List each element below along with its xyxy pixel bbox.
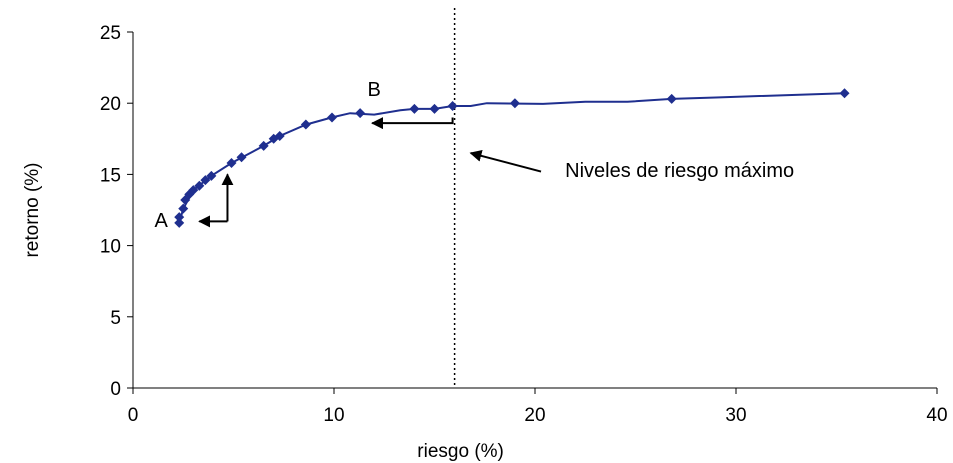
data-point-marker: [258, 140, 269, 151]
data-point-marker: [226, 158, 237, 169]
y-tick-label: 20: [100, 94, 121, 115]
x-axis-title: riesgo (%): [417, 441, 504, 462]
efficient-frontier-points: [174, 88, 850, 228]
data-point-marker: [839, 88, 850, 99]
x-tick-label: 20: [524, 405, 545, 426]
y-tick-label: 25: [100, 23, 121, 44]
y-tick-label: 5: [110, 308, 121, 329]
data-point-marker: [666, 93, 677, 104]
x-tick-label: 30: [725, 405, 746, 426]
data-point-marker: [409, 103, 420, 114]
data-point-marker: [447, 101, 458, 112]
data-point-marker: [300, 119, 311, 130]
annotation-arrow: [469, 149, 542, 173]
data-point-marker: [194, 180, 205, 191]
annotation-arrows: [198, 117, 542, 228]
x-tick-label: 40: [926, 405, 947, 426]
y-axis-title: retorno (%): [22, 162, 43, 257]
data-point-marker: [178, 203, 189, 214]
y-ticks: 0 5 10 15 20 25: [100, 23, 133, 400]
data-point-marker: [174, 217, 185, 228]
data-point-marker: [509, 98, 520, 109]
point-label-a: A: [154, 210, 168, 232]
x-tick-label: 0: [128, 405, 139, 426]
x-ticks: 0 10 20 30 40: [128, 388, 948, 426]
data-point-marker: [355, 108, 366, 119]
efficient-frontier-line: [178, 92, 845, 224]
y-tick-label: 10: [100, 237, 121, 258]
y-tick-label: 15: [100, 165, 121, 186]
x-tick-label: 10: [323, 405, 344, 426]
data-point-marker: [174, 212, 185, 223]
data-point-marker: [274, 130, 285, 141]
data-point-marker: [200, 175, 211, 186]
data-point-marker: [429, 103, 440, 114]
max-risk-annotation: Niveles de riesgo máximo: [565, 160, 794, 182]
y-tick-label: 0: [110, 379, 121, 400]
annotation-arrow: [370, 117, 454, 130]
point-label-b: B: [368, 79, 381, 101]
data-point-marker: [326, 112, 337, 123]
data-point-marker: [206, 170, 217, 181]
data-point-marker: [236, 152, 247, 163]
axes: 0 5 10 15 20 25 0 10 20 30 40: [100, 23, 948, 426]
data-point-marker: [188, 185, 199, 196]
